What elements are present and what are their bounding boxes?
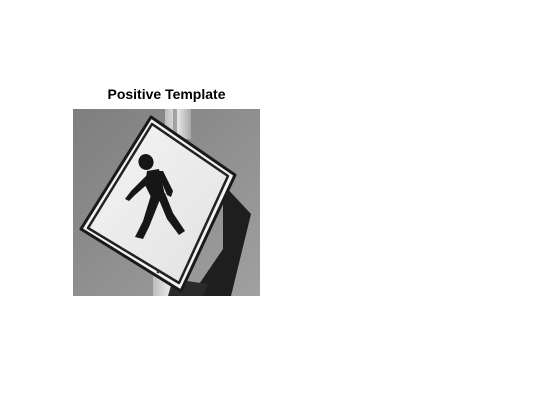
image-title: Positive Template — [107, 86, 226, 102]
pedestrian-sign-photo — [73, 109, 260, 296]
grayscale-image — [73, 109, 260, 296]
pedestrian-icon — [125, 154, 185, 239]
sign-shadow — [191, 184, 251, 296]
